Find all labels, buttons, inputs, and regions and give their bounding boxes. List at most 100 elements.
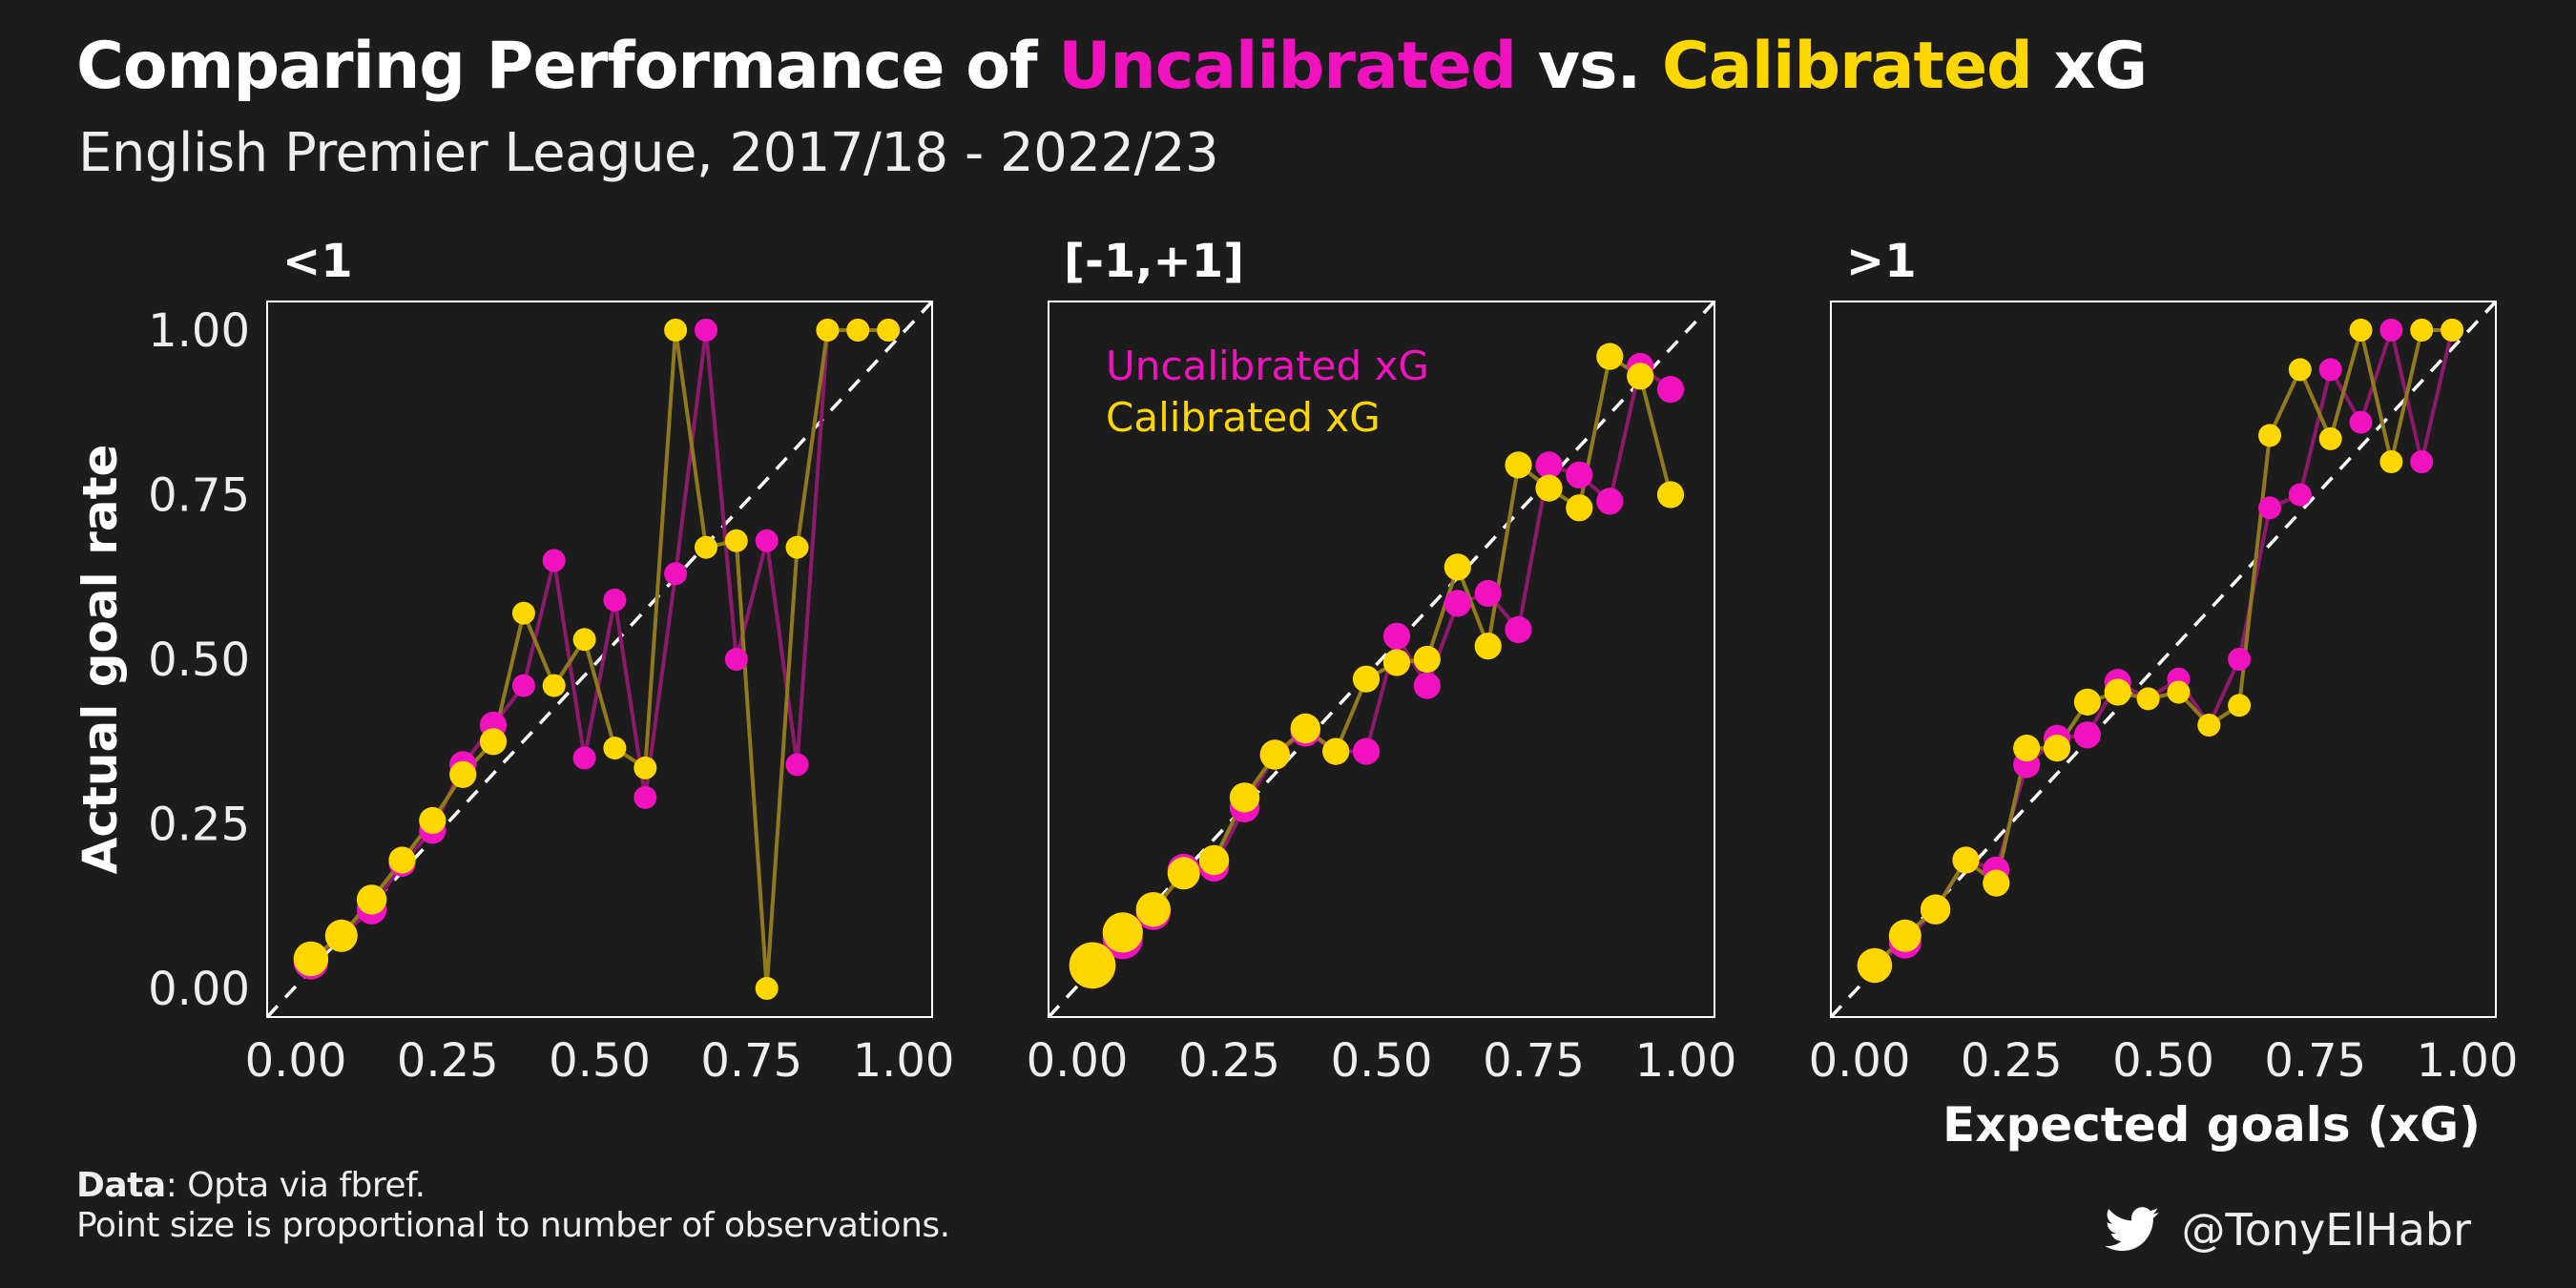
- data-point: [2318, 358, 2342, 382]
- data-point: [877, 319, 901, 342]
- data-point: [2197, 714, 2221, 737]
- data-point: [1474, 579, 1502, 608]
- data-point: [572, 746, 596, 770]
- data-point: [1069, 942, 1116, 989]
- data-point: [2228, 648, 2252, 671]
- data-point: [2288, 483, 2312, 507]
- data-point: [511, 601, 535, 625]
- data-point: [785, 535, 809, 559]
- data-point: [2073, 688, 2101, 717]
- caption: Data: Opta via fbref. Point size is prop…: [76, 1166, 950, 1246]
- data-point: [1535, 451, 1563, 479]
- x-tick-label: 0.75: [700, 1034, 802, 1088]
- credit-handle: @TonyElHabr: [2181, 1204, 2471, 1256]
- data-point: [634, 756, 657, 779]
- facet-label: [-1,+1]: [1064, 235, 1244, 288]
- x-tick-label: 0.25: [1961, 1034, 2063, 1088]
- y-tick-label: 0.25: [148, 799, 250, 852]
- data-point: [2073, 721, 2101, 749]
- y-tick-label: 1.00: [148, 304, 250, 358]
- data-point: [324, 919, 358, 952]
- data-point: [664, 562, 688, 586]
- data-point: [1413, 645, 1441, 674]
- data-point: [1505, 615, 1532, 644]
- title-pre: Comparing Performance of: [76, 29, 1059, 104]
- data-point: [388, 846, 416, 874]
- legend-entry: Calibrated xG: [1106, 394, 1381, 441]
- chart-subtitle: English Premier League, 2017/18 - 2022/2…: [78, 122, 1219, 184]
- data-point: [2288, 358, 2312, 382]
- data-point: [1535, 474, 1563, 502]
- data-point: [1352, 665, 1381, 693]
- data-point: [1952, 846, 1980, 874]
- data-point: [2167, 680, 2191, 704]
- data-point: [1352, 737, 1381, 765]
- data-point: [603, 737, 627, 760]
- data-point: [1596, 343, 1624, 370]
- data-point: [2258, 424, 2281, 447]
- x-tick-label: 0.75: [1483, 1034, 1585, 1088]
- x-axis-label: Expected goals (xG): [1942, 1097, 2481, 1153]
- x-tick-label: 0.75: [2264, 1034, 2366, 1088]
- data-point: [1857, 947, 1893, 984]
- caption-data-label: Data: [76, 1166, 166, 1205]
- x-tick-label: 0.00: [245, 1034, 347, 1088]
- data-point: [2441, 319, 2464, 342]
- x-tick-label: 1.00: [853, 1034, 955, 1088]
- panel-frame: [1830, 301, 2497, 1018]
- caption-data-line: Data: Opta via fbref.: [76, 1166, 950, 1206]
- x-tick-label: 1.00: [1635, 1034, 1737, 1088]
- data-point: [1382, 649, 1411, 676]
- data-point: [695, 319, 717, 342]
- data-point: [664, 319, 688, 342]
- credit: @TonyElHabr: [2105, 1204, 2471, 1256]
- data-point: [755, 977, 779, 1000]
- data-point: [724, 648, 748, 671]
- data-point: [2379, 450, 2403, 473]
- data-point: [1627, 363, 1654, 390]
- data-point: [449, 760, 477, 788]
- data-point: [572, 628, 596, 652]
- data-point: [603, 588, 627, 612]
- x-tick-label: 0.25: [397, 1034, 499, 1088]
- data-point: [2318, 426, 2342, 450]
- data-point: [2410, 450, 2434, 473]
- data-point: [1167, 857, 1200, 890]
- data-point: [1382, 622, 1411, 650]
- data-point: [2043, 735, 2071, 762]
- y-axis-label: Actual goal rate: [73, 445, 128, 875]
- facet-label: >1: [1846, 235, 1917, 288]
- data-point: [479, 728, 508, 756]
- data-point: [542, 674, 566, 697]
- data-point: [846, 319, 870, 342]
- x-tick-label: 0.50: [1331, 1034, 1433, 1088]
- data-point: [1322, 737, 1350, 765]
- y-tick-label: 0.50: [148, 634, 250, 687]
- data-point: [785, 753, 809, 777]
- data-point: [419, 806, 447, 835]
- chart-title: Comparing Performance of Uncalibrated vs…: [76, 29, 2148, 104]
- data-point: [1920, 894, 1951, 924]
- data-point: [1413, 672, 1441, 699]
- data-point: [1656, 376, 1685, 404]
- data-point: [2104, 678, 2131, 706]
- caption-data-text: : Opta via fbref.: [165, 1166, 426, 1205]
- data-point: [1198, 844, 1230, 876]
- x-tick-label: 0.00: [1809, 1034, 1911, 1088]
- y-tick-label: 0.75: [148, 469, 250, 523]
- data-point: [2410, 319, 2434, 342]
- x-tick-label: 0.50: [2112, 1034, 2214, 1088]
- data-point: [1566, 494, 1593, 522]
- data-point: [1135, 892, 1172, 927]
- data-point: [1290, 713, 1321, 744]
- data-point: [2228, 694, 2252, 717]
- data-point: [1444, 553, 1471, 581]
- data-point: [2379, 319, 2403, 342]
- legend-entry: Uncalibrated xG: [1106, 343, 1429, 389]
- x-tick-label: 0.00: [1027, 1034, 1129, 1088]
- data-point: [1102, 912, 1143, 953]
- data-point: [1596, 488, 1624, 515]
- data-point: [293, 941, 329, 977]
- data-point: [1983, 869, 2010, 897]
